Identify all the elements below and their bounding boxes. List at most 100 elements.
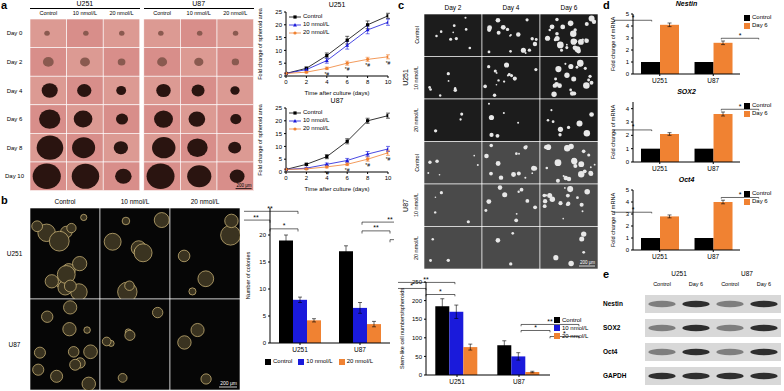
svg-text:5: 5 <box>626 187 630 193</box>
svg-text:U251: U251 <box>292 346 308 353</box>
svg-text:*#: *# <box>365 162 370 168</box>
svg-text:4: 4 <box>626 199 630 205</box>
svg-text:0: 0 <box>263 340 267 346</box>
svg-text:U87: U87 <box>707 165 719 172</box>
svg-text:8: 8 <box>366 175 370 181</box>
svg-text:200 μm: 200 μm <box>580 260 595 265</box>
svg-text:*: * <box>632 123 635 130</box>
svg-text:U87: U87 <box>513 378 525 385</box>
svg-text:Time after culture (days): Time after culture (days) <box>305 186 370 192</box>
svg-text:1: 1 <box>626 59 630 65</box>
svg-text:4: 4 <box>626 23 630 29</box>
svg-text:Fold change of spheroid area: Fold change of spheroid area <box>257 7 263 79</box>
svg-text:Time after culture (days): Time after culture (days) <box>305 90 370 96</box>
svg-text:15: 15 <box>275 35 282 41</box>
svg-text:2: 2 <box>626 132 630 138</box>
html-text:U87: U87 <box>8 340 21 348</box>
svg-text:2: 2 <box>305 175 309 181</box>
svg-text:10: 10 <box>259 286 266 292</box>
svg-text:200: 200 <box>412 298 423 304</box>
svg-text:3: 3 <box>626 119 630 125</box>
svg-text:0: 0 <box>419 372 423 378</box>
svg-text:*: * <box>739 191 742 198</box>
svg-text:0: 0 <box>626 71 630 77</box>
svg-text:*: * <box>410 282 413 289</box>
svg-text:U251: U251 <box>449 378 465 385</box>
svg-text:10: 10 <box>385 79 392 85</box>
svg-text:2: 2 <box>626 47 630 53</box>
svg-text:Fold change of spheroid area: Fold change of spheroid area <box>257 103 263 175</box>
svg-text:5: 5 <box>263 313 267 319</box>
svg-text:*#: *# <box>386 156 391 162</box>
svg-text:**: ** <box>267 205 273 212</box>
svg-text:10: 10 <box>275 48 282 54</box>
svg-text:50: 50 <box>415 354 422 360</box>
svg-text:0: 0 <box>279 169 283 175</box>
svg-text:4: 4 <box>325 79 329 85</box>
svg-text:5: 5 <box>626 11 630 17</box>
svg-text:*#: *# <box>324 71 329 77</box>
svg-text:3: 3 <box>626 35 630 41</box>
svg-text:*: * <box>739 32 742 39</box>
svg-text:Fold change of mRNA: Fold change of mRNA <box>610 17 616 71</box>
svg-text:U87: U87 <box>354 346 366 353</box>
svg-text:**: ** <box>253 214 259 221</box>
svg-text:U251: U251 <box>652 253 668 260</box>
svg-text:U251: U251 <box>652 77 668 84</box>
svg-text:*: * <box>439 288 442 295</box>
svg-text:*#: *# <box>386 60 391 66</box>
svg-text:250: 250 <box>412 279 423 285</box>
svg-text:8: 8 <box>366 79 370 85</box>
svg-text:10: 10 <box>385 175 392 181</box>
svg-text:4: 4 <box>626 106 630 112</box>
svg-text:*#: *# <box>365 62 370 68</box>
svg-text:20: 20 <box>275 22 282 28</box>
svg-text:*#: *# <box>324 170 329 176</box>
svg-text:150: 150 <box>412 316 423 322</box>
svg-text:0: 0 <box>279 73 283 79</box>
svg-text:2: 2 <box>305 79 309 85</box>
svg-text:U87: U87 <box>707 77 719 84</box>
svg-text:*: * <box>739 103 742 110</box>
svg-text:25: 25 <box>275 9 282 15</box>
svg-text:*: * <box>283 222 286 229</box>
svg-text:0: 0 <box>626 159 630 165</box>
svg-text:*#: *# <box>345 66 350 72</box>
svg-text:**: ** <box>547 318 553 325</box>
svg-text:Fold change of mRNA: Fold change of mRNA <box>610 105 616 159</box>
svg-text:6: 6 <box>346 175 350 181</box>
svg-text:*#: *# <box>345 167 350 173</box>
svg-text:2: 2 <box>626 223 630 229</box>
svg-text:*: * <box>632 206 635 213</box>
svg-text:5: 5 <box>279 60 283 66</box>
svg-text:0: 0 <box>284 79 288 85</box>
svg-text:*: * <box>534 324 537 331</box>
svg-text:1: 1 <box>626 146 630 152</box>
svg-text:200 μm: 200 μm <box>236 183 251 188</box>
svg-text:0: 0 <box>626 247 630 253</box>
svg-text:100: 100 <box>412 335 423 341</box>
svg-text:Fold change of mRNA: Fold change of mRNA <box>610 193 616 247</box>
svg-text:15: 15 <box>259 259 266 265</box>
svg-text:200 μm: 200 μm <box>220 380 237 386</box>
svg-text:3: 3 <box>626 211 630 217</box>
svg-text:6: 6 <box>346 79 350 85</box>
svg-text:U251: U251 <box>652 165 668 172</box>
svg-text:**: ** <box>373 224 379 231</box>
svg-text:Number of colonies: Number of colonies <box>245 252 251 300</box>
svg-text:*: * <box>632 14 635 21</box>
svg-text:**: ** <box>387 216 393 223</box>
svg-text:**: ** <box>423 276 429 283</box>
svg-text:10: 10 <box>275 144 282 150</box>
svg-text:4: 4 <box>325 175 329 181</box>
svg-text:1: 1 <box>626 235 630 241</box>
svg-text:U87: U87 <box>707 253 719 260</box>
svg-text:15: 15 <box>275 131 282 137</box>
svg-text:5: 5 <box>279 156 283 162</box>
svg-text:20: 20 <box>259 232 266 238</box>
html-text:U251: U251 <box>6 249 23 257</box>
svg-text:25: 25 <box>275 105 282 111</box>
svg-text:0: 0 <box>284 175 288 181</box>
svg-text:Stem-like cell numbers/spheroi: Stem-like cell numbers/spheroids <box>399 288 405 369</box>
svg-text:20: 20 <box>275 118 282 124</box>
